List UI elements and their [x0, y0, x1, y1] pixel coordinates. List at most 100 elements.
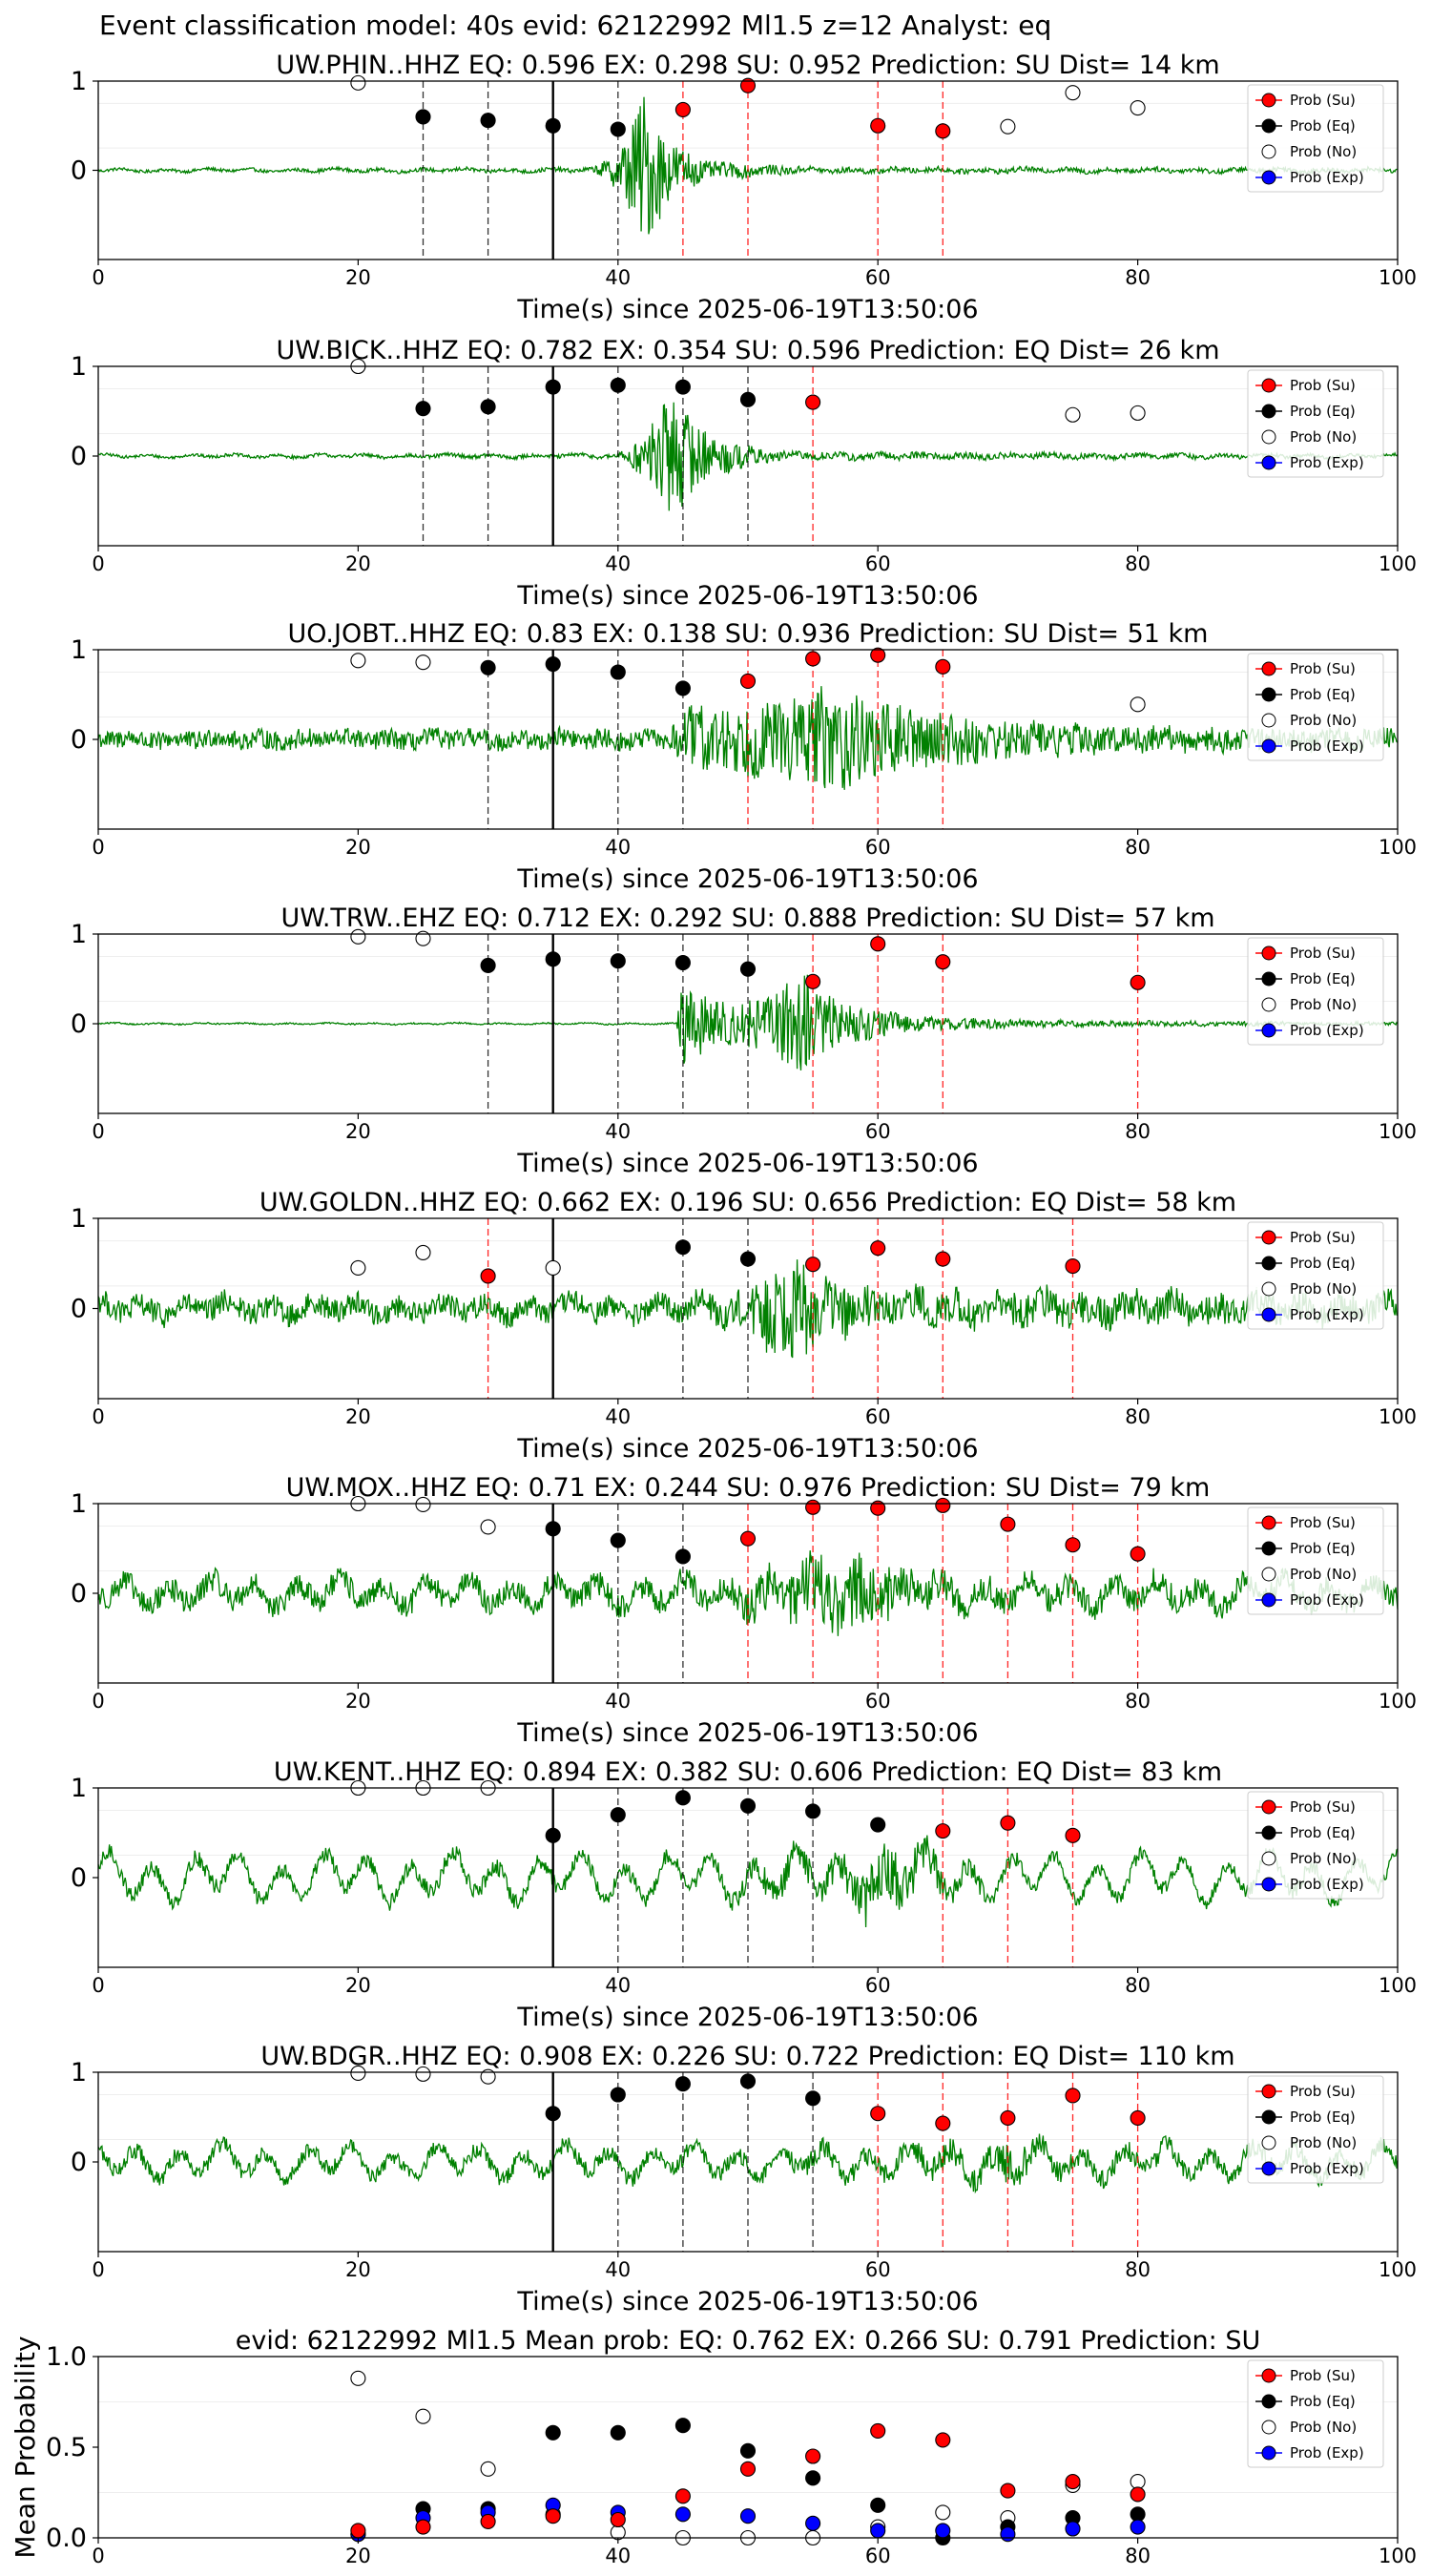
x-tick-label: 80 — [1125, 2258, 1151, 2281]
legend-marker-su — [1261, 1515, 1276, 1530]
x-tick-label: 0 — [92, 1974, 104, 1997]
x-axis-label: Time(s) since 2025-06-19T13:50:06 — [516, 1434, 978, 1464]
prob-su-point — [935, 1251, 951, 1267]
legend: Prob (Su) Prob (Eq) Prob (No) Prob (Exp) — [1247, 1506, 1384, 1615]
legend-label-su: Prob (Su) — [1290, 945, 1356, 962]
x-tick-label: 60 — [865, 2258, 891, 2281]
legend-marker-no — [1261, 2420, 1276, 2435]
x-tick-label: 20 — [345, 1405, 371, 1428]
x-tick-label: 60 — [865, 1690, 891, 1713]
prob-eq-point — [610, 664, 626, 680]
prob-su-point — [1065, 1258, 1081, 1275]
prob-su-point — [870, 936, 886, 952]
x-tick-label: 20 — [345, 1974, 371, 1997]
panel-title: UW.KENT..HHZ EQ: 0.894 EX: 0.382 SU: 0.6… — [274, 1757, 1222, 1787]
y-tick-label: 1 — [71, 352, 87, 382]
legend-marker-su — [1261, 2084, 1276, 2099]
x-tick-label: 80 — [1125, 552, 1151, 575]
x-tick-label: 40 — [605, 266, 631, 289]
legend-box — [1247, 2075, 1384, 2184]
station-panel: 1 0 UW.KENT..HHZ EQ: 0.894 EX: 0.382 SU: 0… — [71, 1757, 1417, 2032]
prob-no-point — [415, 930, 431, 946]
prob-su-point — [1130, 1546, 1146, 1562]
mean-su-point — [350, 2523, 366, 2539]
legend-box — [1247, 2359, 1384, 2468]
y-axis-label: Mean Probability — [10, 2336, 41, 2558]
prob-no-point — [350, 653, 366, 669]
prob-su-point — [805, 973, 821, 989]
x-tick-label: 20 — [345, 266, 371, 289]
prob-no-point — [350, 1259, 366, 1277]
legend: Prob (Su) Prob (Eq) Prob (No) Prob (Exp) — [1247, 369, 1384, 478]
x-tick-label: 60 — [865, 836, 891, 859]
x-tick-label: 60 — [865, 2545, 891, 2567]
x-tick-label: 80 — [1125, 2545, 1151, 2567]
x-tick-label: 0 — [92, 836, 104, 859]
prob-no-point — [480, 2068, 496, 2085]
legend-label-no: Prob (No) — [1290, 2419, 1357, 2436]
x-axis-label: Time(s) since 2025-06-19T13:50:06 — [516, 1149, 978, 1178]
legend-marker-eq — [1261, 687, 1276, 702]
panel-title: evid: 62122992 Ml1.5 Mean prob: EQ: 0.76… — [236, 2326, 1261, 2356]
station-panel: 1 0 UW.MOX..HHZ EQ: 0.71 EX: 0.244 SU: 0.9… — [71, 1473, 1417, 1748]
prob-no-point — [1065, 406, 1081, 423]
legend-label-no: Prob (No) — [1290, 712, 1357, 729]
prob-su-point — [870, 117, 886, 134]
mean-su-point — [1065, 2474, 1081, 2490]
mean-eq-point — [870, 2497, 886, 2513]
legend-marker-su — [1261, 1799, 1276, 1815]
prob-no-point — [350, 74, 366, 91]
prob-eq-point — [674, 1548, 691, 1565]
legend-box — [1247, 937, 1384, 1046]
prob-eq-point — [610, 1532, 626, 1548]
prob-eq-point — [674, 955, 691, 971]
legend: Prob (Su) Prob (Eq) Prob (No) Prob (Exp) — [1247, 2075, 1384, 2184]
x-tick-label: 0 — [92, 2258, 104, 2281]
legend-label-no: Prob (No) — [1290, 1850, 1357, 1867]
station-panel: 1 0 UW.PHIN..HHZ EQ: 0.596 EX: 0.298 SU: 0… — [71, 51, 1417, 324]
prob-su-point — [935, 1823, 951, 1839]
prob-no-point — [1130, 100, 1146, 116]
mean-su-point — [935, 2432, 951, 2448]
y-tick-label: 0 — [71, 725, 87, 755]
legend-label-exp: Prob (Exp) — [1290, 737, 1364, 755]
prob-eq-point — [545, 951, 561, 967]
mean-exp-point — [674, 2506, 691, 2523]
y-tick-label: 1 — [71, 67, 87, 96]
legend-marker-exp — [1261, 1877, 1276, 1892]
x-tick-label: 100 — [1379, 1974, 1417, 1997]
prob-su-point — [1000, 2109, 1016, 2126]
legend-label-no: Prob (No) — [1290, 2134, 1357, 2151]
legend-marker-eq — [1261, 2109, 1276, 2125]
prob-eq-point — [545, 655, 561, 673]
mean-eq-point — [1130, 2506, 1146, 2523]
prob-eq-point — [870, 1817, 886, 1833]
prob-eq-point — [674, 1239, 691, 1256]
prob-su-point — [935, 2115, 951, 2131]
legend-marker-eq — [1261, 1541, 1276, 1556]
legend-marker-no — [1261, 1281, 1276, 1297]
legend-marker-no — [1261, 144, 1276, 159]
x-tick-label: 100 — [1379, 1405, 1417, 1428]
legend: Prob (Su) Prob (Eq) Prob (No) Prob (Exp) — [1247, 2359, 1384, 2468]
mean-eq-point — [674, 2418, 691, 2434]
legend-marker-eq — [1261, 1256, 1276, 1271]
x-tick-label: 80 — [1125, 1974, 1151, 1997]
x-tick-label: 20 — [345, 836, 371, 859]
legend-label-eq: Prob (Eq) — [1290, 1255, 1356, 1272]
y-tick-label: 1 — [71, 920, 87, 949]
x-tick-label: 40 — [605, 1974, 631, 1997]
y-tick-label: 1 — [71, 2058, 87, 2088]
legend-marker-su — [1261, 661, 1276, 676]
x-tick-label: 100 — [1379, 2258, 1417, 2281]
station-panel: 1 0 UW.GOLDN..HHZ EQ: 0.662 EX: 0.196 SU: … — [71, 1188, 1417, 1464]
legend-label-su: Prob (Su) — [1290, 660, 1356, 677]
mean-su-point — [415, 2519, 431, 2535]
x-tick-label: 80 — [1125, 1690, 1151, 1713]
prob-no-point — [415, 1496, 431, 1512]
legend-label-exp: Prob (Exp) — [1290, 169, 1364, 186]
legend-marker-exp — [1261, 1307, 1276, 1322]
mean-exp-point — [739, 2508, 757, 2524]
